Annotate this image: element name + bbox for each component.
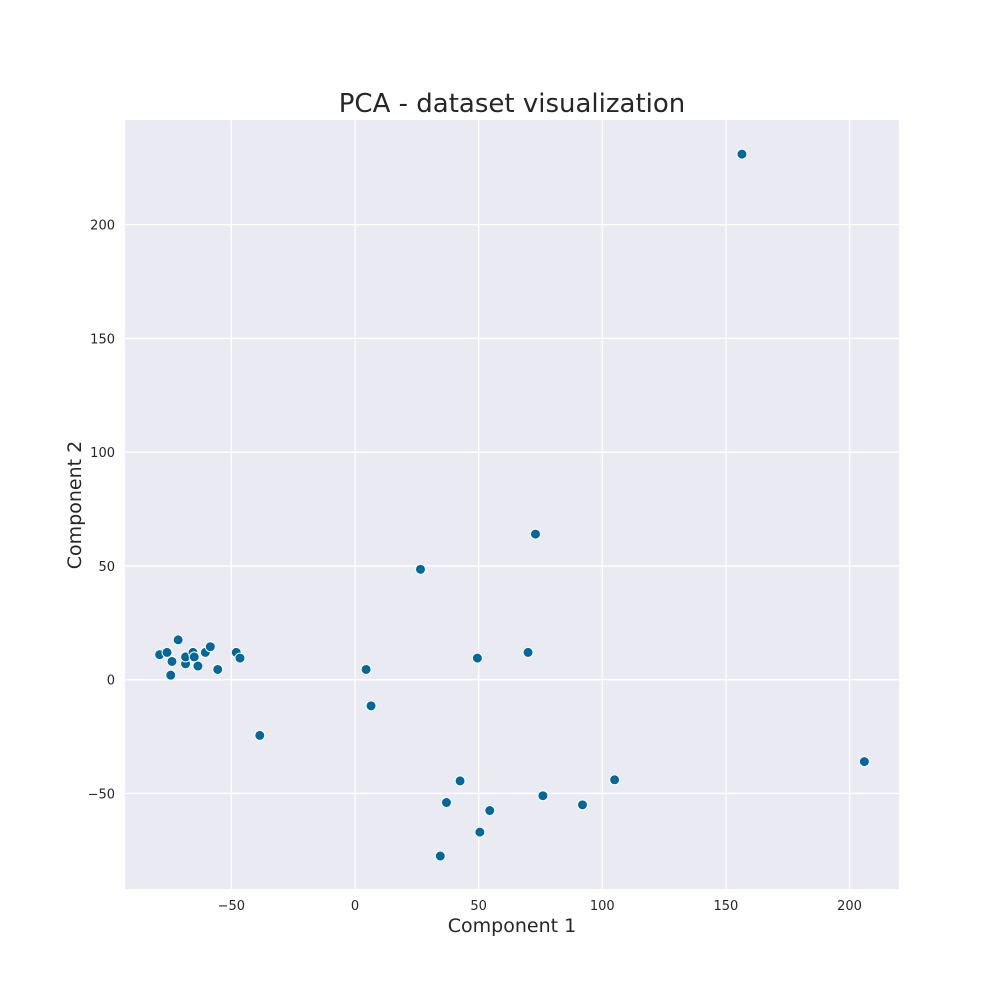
data-point bbox=[188, 651, 200, 663]
data-points bbox=[154, 148, 870, 862]
y-tick-label: −50 bbox=[88, 787, 115, 802]
y-tick-label: 200 bbox=[90, 219, 115, 234]
data-point bbox=[474, 826, 486, 838]
data-point bbox=[365, 700, 377, 712]
x-tick-label: −50 bbox=[218, 899, 245, 914]
data-point bbox=[254, 729, 266, 741]
data-point bbox=[609, 774, 621, 786]
y-axis-ticks: −50 0 50 100 150 200 bbox=[88, 219, 115, 803]
data-point bbox=[576, 799, 588, 811]
y-tick-label: 100 bbox=[90, 446, 115, 461]
y-axis-label: Component 2 bbox=[64, 441, 86, 569]
x-tick-label: 150 bbox=[713, 899, 738, 914]
data-point bbox=[454, 775, 466, 787]
data-point bbox=[234, 652, 246, 664]
data-point bbox=[161, 646, 173, 658]
x-tick-label: 0 bbox=[351, 899, 359, 914]
x-tick-label: 50 bbox=[470, 899, 487, 914]
data-point bbox=[415, 563, 427, 575]
data-point bbox=[204, 641, 216, 653]
data-point bbox=[522, 646, 534, 658]
chart-title: PCA - dataset visualization bbox=[339, 89, 686, 119]
y-tick-label: 0 bbox=[107, 674, 115, 689]
data-point bbox=[165, 669, 177, 681]
data-point bbox=[166, 655, 178, 667]
x-axis-ticks: −50 0 50 100 150 200 bbox=[218, 899, 862, 914]
grid-lines bbox=[125, 120, 899, 889]
data-point bbox=[212, 663, 224, 675]
data-point bbox=[434, 850, 446, 862]
data-point bbox=[172, 634, 184, 646]
data-point bbox=[537, 790, 549, 802]
plot-area bbox=[125, 120, 899, 889]
x-tick-label: 200 bbox=[837, 899, 862, 914]
data-point bbox=[736, 148, 748, 160]
x-axis-label: Component 1 bbox=[448, 915, 576, 937]
data-point bbox=[471, 652, 483, 664]
data-point bbox=[484, 805, 496, 817]
x-tick-label: 100 bbox=[590, 899, 615, 914]
data-point bbox=[192, 660, 204, 672]
data-point bbox=[440, 797, 452, 809]
data-point bbox=[360, 663, 372, 675]
data-point bbox=[858, 756, 870, 768]
y-tick-label: 150 bbox=[90, 332, 115, 347]
data-point bbox=[529, 528, 541, 540]
y-tick-label: 50 bbox=[98, 560, 115, 575]
